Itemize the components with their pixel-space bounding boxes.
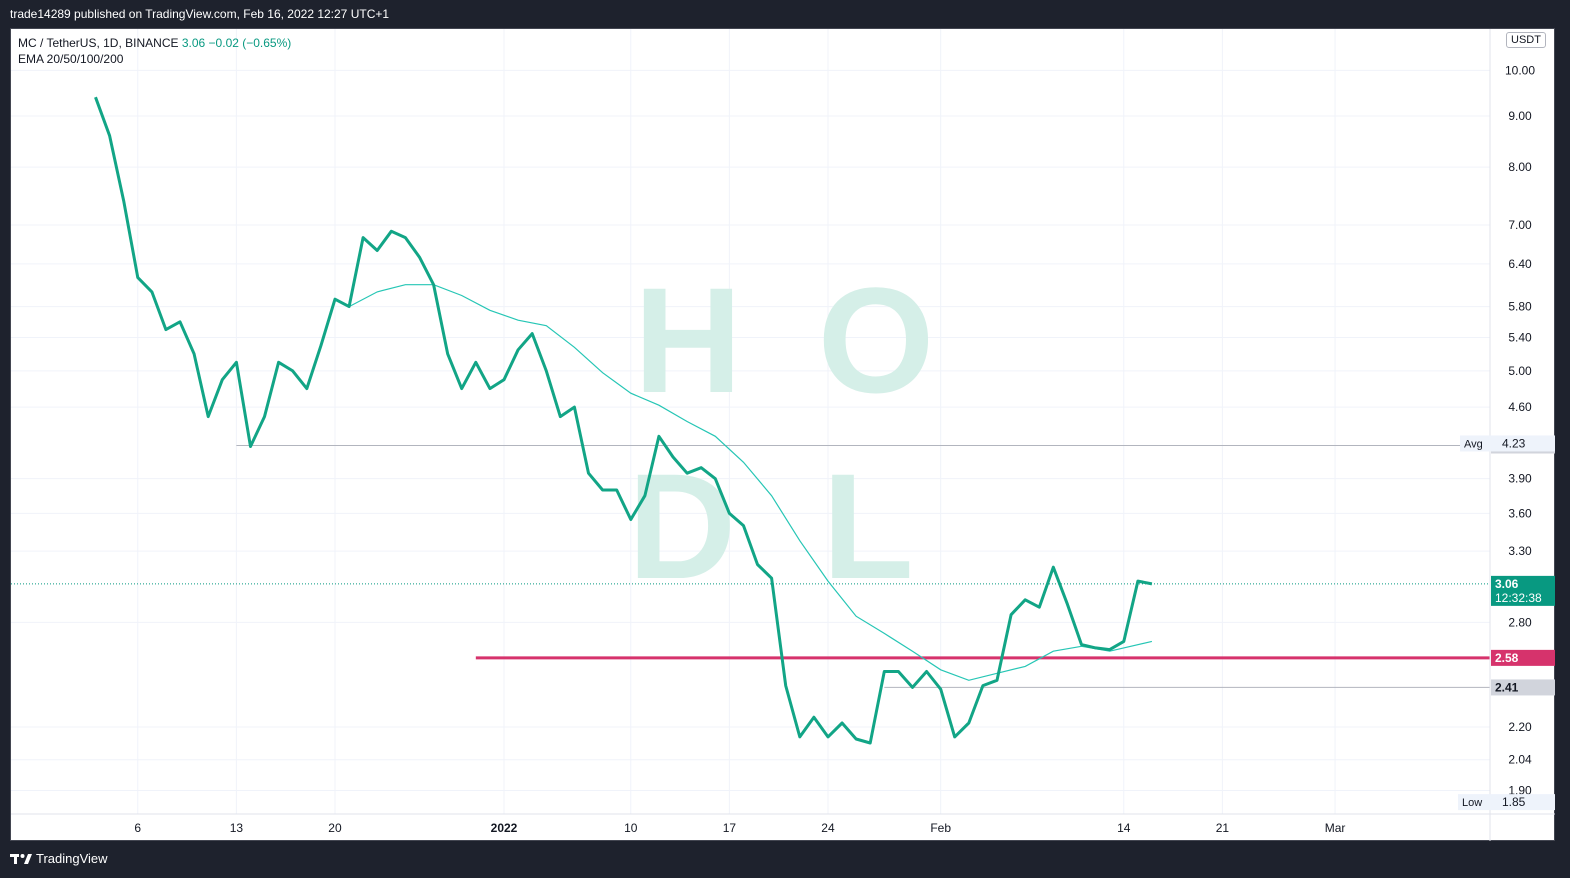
tag-2-58: 2.58 [1495, 651, 1519, 665]
price-change: −0.02 (−0.65%) [208, 36, 292, 50]
tradingview-logo[interactable]: TradingView [10, 851, 108, 866]
x-tick-label: 10 [624, 821, 638, 835]
currency-badge[interactable]: USDT [1506, 32, 1546, 48]
y-tick-label: 3.60 [1508, 506, 1532, 520]
low-tag-bg [1458, 794, 1555, 811]
publish-header: trade14289 published on TradingView.com,… [0, 0, 1570, 28]
avg-tag-bg [1460, 435, 1555, 452]
x-tick-label: 21 [1216, 821, 1230, 835]
y-tick-label: 5.40 [1508, 331, 1532, 345]
brand-name: TradingView [36, 851, 108, 866]
chart-grid [11, 29, 1490, 814]
x-tick-label: 6 [134, 821, 141, 835]
hodl-watermark: H OD L [628, 256, 935, 610]
x-tick-label: 14 [1117, 821, 1131, 835]
symbol-row: MC / TetherUS, 1D, BINANCE 3.06 −0.02 (−… [18, 35, 291, 51]
horizontal-lines [11, 445, 1490, 688]
y-tick-label: 3.90 [1508, 472, 1532, 486]
y-tick-label: 2.20 [1508, 720, 1532, 734]
x-tick-label: Mar [1325, 821, 1346, 835]
watermark-letter: H [634, 256, 742, 424]
tradingview-icon [10, 853, 32, 864]
y-tick-label: 5.80 [1508, 300, 1532, 314]
tag-2-58-bg [1491, 649, 1555, 666]
tag-last-bg [1491, 575, 1555, 606]
x-tick-label: 17 [723, 821, 737, 835]
time-axis: 6 13 20 2022 10 17 24 Feb 14 21 Mar [11, 813, 1555, 835]
x-tick-label: 24 [821, 821, 835, 835]
publish-info: trade14289 published on TradingView.com,… [10, 7, 390, 21]
y-tick-label: 5.00 [1508, 364, 1532, 378]
chart-frame[interactable] [10, 28, 1555, 841]
watermark-letter: D [628, 442, 736, 610]
watermark-letter: L [822, 442, 914, 610]
y-tick-label: 3.30 [1508, 544, 1532, 558]
y-tick-label: 1.90 [1508, 784, 1532, 798]
indicator-row: EMA 20/50/100/200 [18, 51, 291, 67]
y-tick-label: 10.00 [1505, 63, 1535, 77]
indicator-label[interactable]: EMA 20/50/100/200 [18, 52, 124, 66]
tag-countdown: 12:32:38 [1495, 591, 1542, 605]
chart-legend: MC / TetherUS, 1D, BINANCE 3.06 −0.02 (−… [18, 35, 291, 67]
y-tick-label: 8.00 [1508, 160, 1532, 174]
price-series [94, 96, 1153, 745]
y-tick-label: 9.00 [1508, 109, 1532, 123]
x-tick-label: 13 [230, 821, 244, 835]
tag-2-41-bg [1491, 679, 1555, 696]
tag-last-price: 3.06 [1495, 577, 1519, 591]
y-tick-label: 7.00 [1508, 218, 1532, 232]
y-tick-label: 2.04 [1508, 753, 1532, 767]
watermark-letter: O [818, 256, 935, 424]
symbol-label[interactable]: MC / TetherUS, 1D, BINANCE [18, 36, 179, 50]
tag-2-41: 2.41 [1495, 680, 1519, 694]
low-value: 1.85 [1502, 795, 1526, 809]
footer-bar: TradingView [0, 845, 1570, 878]
x-tick-label: 20 [328, 821, 342, 835]
price-axis: 1.90 2.04 2.20 2.80 3.30 3.60 3.90 4.60 5.00 5.40… [1489, 29, 1535, 841]
x-tick-label: Feb [930, 821, 951, 835]
price-line [94, 96, 1153, 745]
avg-value: 4.23 [1502, 436, 1526, 450]
x-tick-label: 2022 [491, 821, 518, 835]
last-price: 3.06 [181, 36, 206, 50]
y-tick-label: 6.40 [1508, 257, 1532, 271]
y-tick-label: 2.80 [1508, 615, 1532, 629]
y-tick-label: 4.60 [1508, 400, 1532, 414]
avg-label: Avg [1464, 438, 1483, 450]
low-label: Low [1462, 797, 1482, 809]
ema-20-line [348, 284, 1153, 681]
